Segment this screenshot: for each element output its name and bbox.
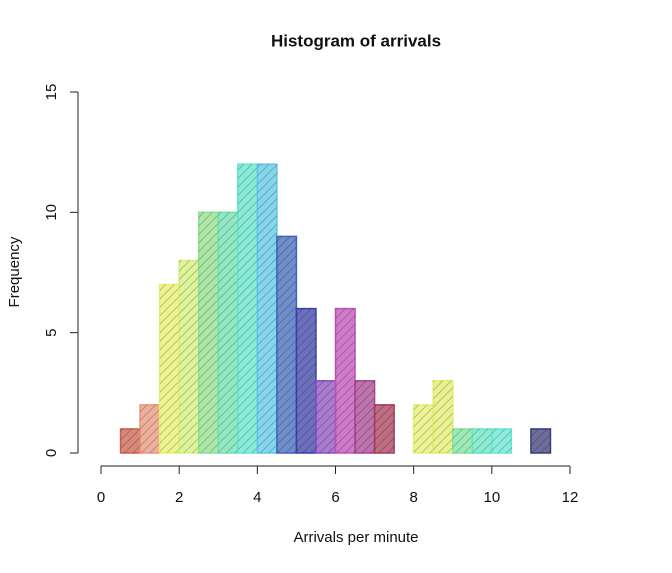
y-axis-label: Frequency	[6, 236, 23, 307]
bar-hatch	[198, 212, 219, 453]
bar-hatch	[218, 212, 238, 453]
y-tick-label: 10	[43, 204, 60, 221]
x-tick-label: 10	[483, 489, 500, 506]
bar-hatch	[179, 260, 199, 453]
bar-hatch	[296, 308, 316, 453]
x-tick-label: 8	[409, 489, 417, 506]
bar-hatch	[452, 428, 473, 453]
x-tick-label: 12	[562, 489, 579, 506]
y-tick-label: 15	[43, 84, 60, 101]
x-tick-label: 4	[253, 489, 261, 506]
bar-hatch	[413, 404, 434, 453]
bar-hatch	[530, 428, 551, 453]
bar-hatch	[335, 308, 356, 453]
chart-title: Histogram of arrivals	[271, 31, 441, 50]
bar-hatch	[374, 404, 395, 453]
bar-hatch	[257, 164, 277, 453]
x-tick-label: 0	[97, 489, 105, 506]
x-tick-label: 6	[331, 489, 339, 506]
y-tick-label: 0	[43, 449, 60, 457]
y-tick-label: 5	[43, 328, 60, 336]
bar-hatch	[355, 380, 375, 453]
bar-hatch	[120, 428, 141, 453]
bar-hatch	[140, 404, 160, 453]
x-axis-label: Arrivals per minute	[293, 529, 418, 546]
bar-hatch	[491, 428, 512, 453]
bar-hatch	[159, 284, 180, 453]
bar-hatch	[433, 380, 453, 453]
bar-hatch	[315, 380, 336, 453]
bar-hatch	[276, 236, 297, 453]
bar-hatch	[237, 164, 258, 453]
x-tick-label: 2	[175, 489, 183, 506]
bar-hatch	[472, 428, 492, 453]
